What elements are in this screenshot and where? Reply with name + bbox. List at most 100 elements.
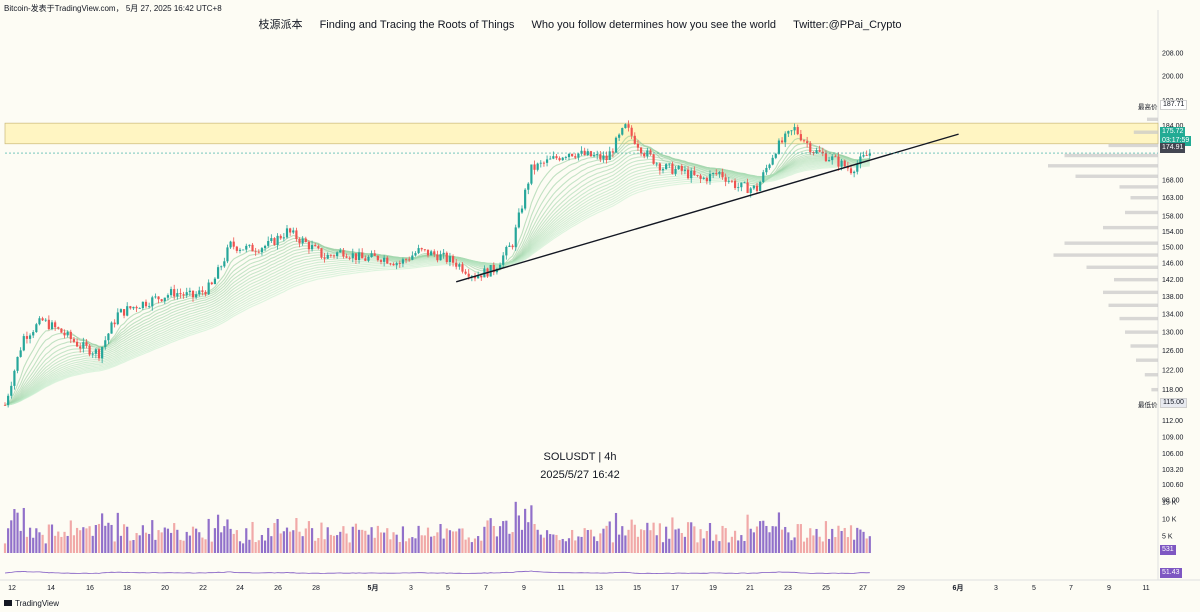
candle-body [655, 163, 658, 165]
candle [154, 293, 157, 299]
candle [107, 333, 110, 345]
candle [414, 251, 417, 257]
candle-body [683, 169, 687, 171]
time-tick-label: 9 [522, 585, 526, 592]
volume-bar [398, 542, 401, 553]
volume-bar [148, 533, 151, 553]
volume-bar [477, 536, 480, 553]
candle-body [524, 189, 527, 209]
time-tick-label: 18 [123, 585, 131, 592]
volume-bar [104, 525, 107, 553]
volume-bar [163, 527, 166, 553]
candle [10, 381, 13, 399]
candle [122, 309, 126, 319]
high-price-label: 最高价 [1138, 104, 1158, 111]
volume-bar [267, 527, 270, 553]
candle [690, 167, 693, 183]
candle [436, 250, 439, 263]
volume-bar [555, 534, 558, 553]
volume-bar [812, 535, 815, 553]
candle-body [7, 395, 10, 406]
banner-logo: 枝源派本 [258, 19, 303, 31]
candle [179, 288, 182, 299]
volume-bar [721, 525, 724, 553]
candle [361, 248, 364, 259]
candle-body [705, 177, 708, 182]
candle [169, 286, 173, 298]
candle [549, 155, 552, 160]
volume-bar [780, 529, 784, 553]
candle [586, 148, 589, 157]
candle-body [323, 257, 326, 259]
candle-body [643, 153, 646, 157]
time-tick-label: 12 [8, 585, 16, 592]
volume-bar [545, 530, 549, 553]
volume-bar [263, 540, 267, 553]
candle [611, 148, 614, 158]
candle-body [16, 356, 19, 371]
time-tick-label: 19 [709, 585, 717, 592]
candle [583, 147, 586, 156]
candle-body [502, 255, 505, 265]
candle-body [157, 296, 160, 300]
volume-bar [733, 530, 737, 553]
volume-bar [376, 525, 379, 553]
volume-bar [853, 539, 856, 553]
candle-body [630, 127, 633, 136]
candle [173, 284, 176, 300]
volume-bar [82, 527, 85, 553]
candle-body [85, 342, 88, 346]
low-price-value: 115.00 [1160, 398, 1187, 408]
candle [721, 168, 724, 180]
candle-body [389, 263, 392, 265]
volume-bar [618, 534, 621, 553]
candle [780, 137, 784, 144]
candle [464, 269, 467, 275]
candle [821, 147, 824, 157]
candle [495, 267, 499, 275]
candle-body [245, 245, 248, 250]
candle [326, 252, 329, 259]
candle [47, 315, 50, 331]
candle [724, 173, 727, 187]
candle-body [480, 275, 483, 278]
candle [777, 138, 781, 155]
candle [138, 307, 141, 309]
time-tick-label: 3 [409, 585, 413, 592]
candle-body [314, 245, 317, 247]
candle [665, 163, 668, 170]
candle-body [561, 157, 564, 161]
candle [132, 306, 135, 310]
candle [730, 179, 734, 183]
volume-profile-bar [1048, 164, 1158, 168]
candle [630, 125, 633, 140]
candle [367, 255, 370, 263]
volume-bar [28, 527, 32, 553]
volume-bar [461, 528, 464, 553]
candle-body [317, 246, 320, 249]
candle [317, 244, 320, 250]
candle [451, 254, 455, 267]
candle [282, 233, 285, 242]
volume-bar [680, 533, 683, 553]
volume-bar [113, 541, 116, 553]
candle-body [812, 152, 815, 154]
time-tick-label: 5 [1032, 585, 1036, 592]
volume-bar [605, 525, 608, 553]
volume-profile-bar [1151, 387, 1158, 392]
price-tick-label: 200.00 [1162, 74, 1184, 81]
candle-body [423, 249, 426, 251]
candle [577, 153, 580, 161]
volume-bar [796, 524, 799, 553]
volume-bar [527, 522, 530, 553]
candle-body [806, 141, 809, 144]
candle [248, 244, 251, 248]
candle-body [442, 252, 445, 255]
candle [207, 279, 210, 296]
candle-body [285, 228, 289, 238]
candle-body [373, 253, 376, 256]
candle [304, 236, 307, 243]
candle-body [279, 235, 282, 239]
candle [323, 252, 326, 263]
